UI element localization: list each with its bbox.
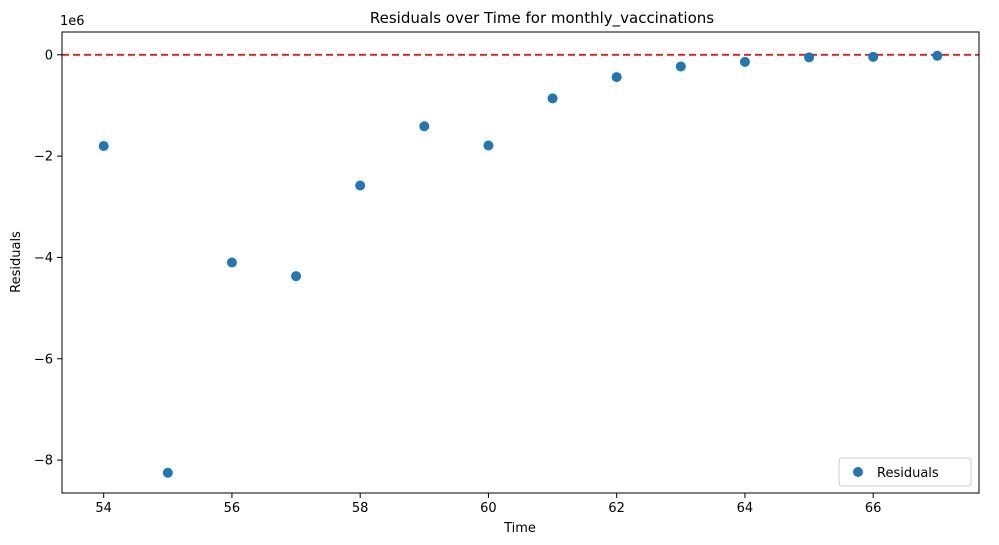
legend-marker-residuals [853,467,863,477]
chart-title: Residuals over Time for monthly_vaccinat… [370,9,714,28]
y-tick-label: 0 [45,48,53,63]
data-point [162,467,173,478]
x-tick-label: 66 [865,501,882,516]
data-point [291,271,302,282]
data-point [483,140,494,151]
x-tick-label: 62 [608,501,625,516]
legend: Residuals [838,457,972,487]
x-tick-label: 54 [95,501,112,516]
legend-box [838,457,972,487]
data-point [98,140,109,151]
x-axis-title: Time [503,521,536,536]
data-point [675,61,686,72]
data-point [868,51,879,62]
data-point [804,52,815,63]
x-tick-label: 58 [352,501,369,516]
legend-label-residuals: Residuals [877,466,939,481]
y-tick-label: −2 [34,150,53,165]
data-point [932,50,943,61]
data-point [226,257,237,268]
x-tick-label: 64 [737,501,754,516]
y-tick-label: −6 [34,352,53,367]
data-point [739,56,750,67]
data-point [547,93,558,104]
x-axis: 54 56 58 60 62 64 66 [95,493,881,516]
data-point [355,180,366,191]
y-offset-label: 1e6 [60,14,85,29]
plot-frame [61,31,980,494]
x-tick-label: 60 [480,501,497,516]
y-tick-label: −4 [34,251,53,266]
plot-area [62,50,979,478]
data-point [419,121,430,132]
y-axis: 0 −2 −4 −6 −8 [34,48,62,469]
data-point [611,72,622,83]
y-axis-title: Residuals [9,231,24,293]
x-tick-label: 56 [224,501,241,516]
y-tick-label: −8 [34,454,53,469]
